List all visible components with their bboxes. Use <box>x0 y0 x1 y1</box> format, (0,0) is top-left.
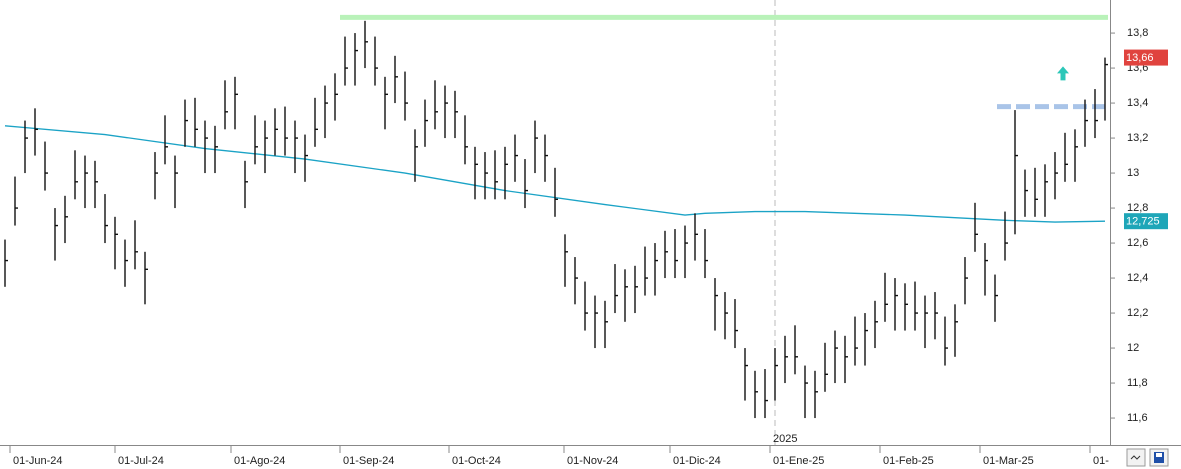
y-tick-label: 12 <box>1127 342 1139 354</box>
last-value-label: 12,725 <box>1126 216 1160 228</box>
y-tick-label: 12,8 <box>1127 202 1148 214</box>
x-tick-label: 01-Jun-24 <box>13 455 63 467</box>
moving-average <box>4 125 1106 223</box>
x-tick-label: 01-Jul-24 <box>118 455 164 467</box>
y-tick-label: 13,4 <box>1127 97 1148 109</box>
arrow <box>1057 66 1069 81</box>
x-tick-label: 01-Nov-24 <box>567 455 618 467</box>
save-icon-label <box>1156 453 1162 457</box>
x-tick-label: 01-Ene-25 <box>773 455 824 467</box>
y-tick-label: 13 <box>1127 167 1139 179</box>
y-tick-label: 12,2 <box>1127 307 1148 319</box>
y-tick-label: 12,6 <box>1127 237 1148 249</box>
last-value-box <box>1124 49 1168 66</box>
last-value-label: 13,66 <box>1126 52 1154 64</box>
x-tick-label: 01- <box>1093 455 1109 467</box>
x-tick-label: 01-Dic-24 <box>673 455 721 467</box>
y-tick-label: 13,2 <box>1127 132 1148 144</box>
y-tick-label: 12,4 <box>1127 272 1148 284</box>
x-tick-label: 01-Feb-25 <box>883 455 934 467</box>
y-tick-label: 11,8 <box>1127 377 1148 389</box>
x-tick-label: 01-Mar-25 <box>983 455 1034 467</box>
year-label: 2025 <box>773 433 797 445</box>
x-tick-label: 01-Ago-24 <box>234 455 285 467</box>
y-tick-label: 13,8 <box>1127 27 1148 39</box>
y-tick-label: 11,6 <box>1127 412 1148 424</box>
last-value-box <box>1124 213 1168 230</box>
x-tick-label: 01-Oct-24 <box>452 455 501 467</box>
zoom-icon <box>1130 455 1141 460</box>
save-icon <box>1154 452 1164 463</box>
x-tick-label: 01-Sep-24 <box>343 455 394 467</box>
